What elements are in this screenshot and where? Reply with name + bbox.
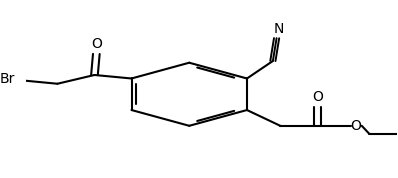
Text: O: O [350, 119, 361, 133]
Text: N: N [273, 22, 284, 36]
Text: Br: Br [0, 72, 15, 86]
Text: O: O [91, 37, 102, 51]
Text: O: O [312, 90, 323, 104]
